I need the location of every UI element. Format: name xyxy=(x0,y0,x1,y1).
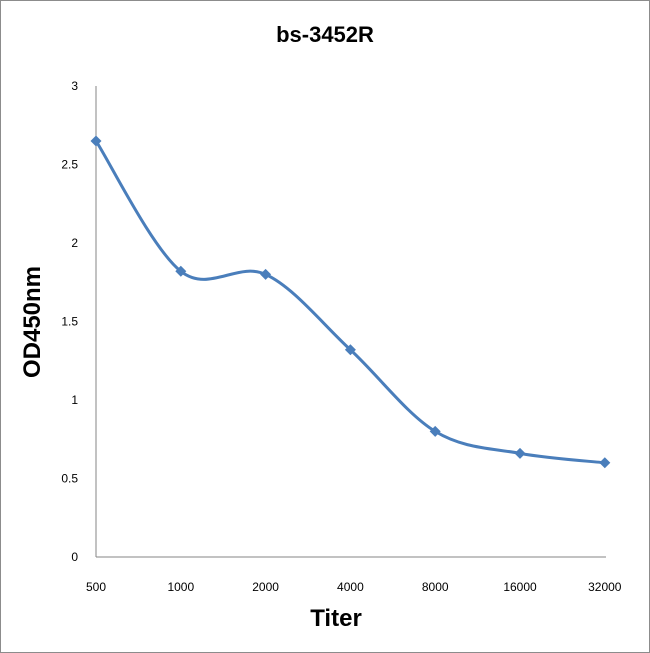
y-tick-label: 0.5 xyxy=(61,472,78,486)
y-tick-label: 1 xyxy=(71,393,78,407)
y-axis-title: OD450nm xyxy=(19,266,46,378)
y-tick-label: 2.5 xyxy=(61,158,78,172)
x-tick-label: 8000 xyxy=(422,580,449,594)
y-tick-label: 0 xyxy=(71,550,78,564)
x-tick-label: 1000 xyxy=(167,580,194,594)
data-point-marker xyxy=(260,268,272,280)
x-tick-label: 16000 xyxy=(503,580,537,594)
y-tick-label: 3 xyxy=(71,79,78,93)
x-tick-label: 4000 xyxy=(337,580,364,594)
x-tick-label: 32000 xyxy=(588,580,622,594)
series-markers xyxy=(90,135,611,469)
data-point-marker xyxy=(344,344,356,356)
x-axis-title: Titer xyxy=(310,605,362,632)
chart-title: bs-3452R xyxy=(276,22,374,47)
y-tick-label: 2 xyxy=(71,236,78,250)
data-point-marker xyxy=(514,447,526,459)
data-point-marker xyxy=(175,265,187,277)
x-tick-labels: 500 1000 2000 4000 8000 16000 32000 xyxy=(86,580,622,594)
x-tick-label: 500 xyxy=(86,580,106,594)
y-tick-labels: 0 0.5 1 1.5 2 2.5 3 xyxy=(61,79,78,564)
y-tick-label: 1.5 xyxy=(61,315,78,329)
data-point-marker xyxy=(429,425,441,437)
data-point-marker xyxy=(599,457,611,469)
x-tick-label: 2000 xyxy=(252,580,279,594)
data-point-marker xyxy=(90,135,102,147)
series-line xyxy=(94,140,605,465)
